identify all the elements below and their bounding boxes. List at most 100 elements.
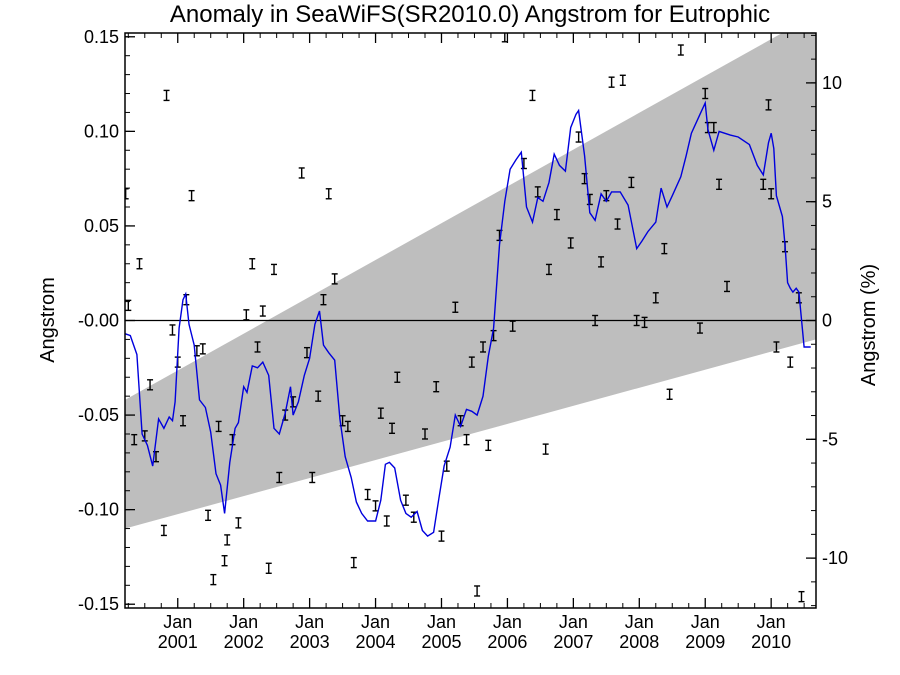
x-tick-year-7: 2008: [619, 632, 659, 652]
data-point-26: [259, 305, 266, 317]
x-tick-month-4: Jan: [427, 612, 456, 632]
data-point-91: [710, 121, 717, 134]
data-point-86: [666, 388, 673, 400]
x-tick-year-2: 2003: [290, 632, 330, 652]
data-point-60: [485, 439, 492, 452]
y-tick-label-1: 0.10: [84, 121, 119, 141]
data-point-3: [136, 258, 143, 270]
y-tick-label-2: 0.05: [84, 216, 119, 236]
y2-axis-label: Angstrom (%): [858, 264, 880, 386]
data-point-51: [433, 381, 440, 393]
data-point-8: [163, 89, 170, 102]
data-point-80: [619, 74, 626, 86]
data-point-57: [468, 356, 475, 368]
data-point-27: [265, 562, 272, 574]
data-point-40: [344, 420, 351, 433]
data-point-17: [210, 573, 217, 586]
data-point-76: [598, 256, 605, 268]
data-point-38: [331, 273, 338, 285]
y-tick-label-4: -0.05: [78, 405, 119, 425]
data-point-66: [529, 89, 536, 102]
plot-area: [125, 33, 816, 603]
smoothed-line: [125, 100, 811, 538]
x-tick-year-9: 2010: [751, 632, 791, 652]
data-point-34: [309, 471, 316, 484]
data-point-84: [652, 292, 659, 304]
x-tick-year-5: 2006: [487, 632, 527, 652]
data-point-48: [402, 494, 409, 506]
data-point-99: [787, 356, 794, 368]
y-tick-label-6: -0.15: [78, 594, 119, 614]
y2-tick-label-4: -10: [822, 548, 848, 568]
data-point-46: [389, 422, 396, 435]
data-point-9: [169, 324, 176, 336]
data-point-45: [383, 515, 390, 527]
data-point-88: [696, 322, 703, 334]
y-tick-label-5: -0.10: [78, 500, 119, 520]
data-point-78: [608, 76, 615, 88]
data-point-56: [463, 433, 470, 446]
data-point-85: [661, 242, 668, 255]
data-point-32: [298, 167, 305, 179]
y-tick-label-3: -0.00: [78, 311, 119, 331]
x-tick-month-7: Jan: [625, 612, 654, 632]
data-point-52: [438, 530, 445, 542]
data-point-24: [249, 258, 256, 270]
x-tick-month-5: Jan: [493, 612, 522, 632]
data-point-44: [377, 407, 384, 419]
data-point-23: [243, 309, 250, 321]
x-tick-month-3: Jan: [361, 612, 390, 632]
y-axis-label: Angstrom: [37, 277, 59, 363]
data-point-13: [188, 189, 195, 202]
data-point-7: [160, 524, 167, 537]
data-point-25: [254, 341, 261, 353]
data-point-97: [773, 341, 780, 353]
data-point-50: [422, 428, 429, 440]
data-point-81: [628, 176, 635, 189]
data-point-20: [224, 534, 231, 546]
data-point-22: [235, 517, 242, 529]
data-point-2: [131, 433, 138, 446]
data-point-59: [480, 341, 487, 353]
data-point-16: [205, 509, 212, 522]
data-point-101: [798, 590, 805, 603]
data-point-18: [215, 420, 222, 433]
data-point-75: [592, 314, 599, 327]
data-point-58: [474, 585, 481, 597]
x-tick-month-8: Jan: [691, 612, 720, 632]
data-point-47: [394, 371, 401, 383]
data-point-64: [509, 320, 516, 332]
data-point-42: [364, 488, 371, 501]
data-point-71: [567, 237, 574, 249]
data-point-72: [575, 131, 582, 143]
data-point-37: [325, 188, 332, 200]
data-point-11: [180, 415, 187, 427]
data-point-96: [768, 188, 775, 200]
data-point-53: [443, 460, 450, 472]
data-point-35: [315, 390, 322, 402]
data-point-89: [702, 87, 709, 100]
y-tick-label-0: 0.15: [84, 27, 119, 47]
data-point-69: [545, 263, 552, 276]
data-point-95: [765, 99, 772, 111]
data-point-15: [199, 343, 206, 355]
data-point-83: [641, 316, 648, 329]
x-tick-month-0: Jan: [163, 612, 192, 632]
y2-tick-label-1: 5: [822, 192, 832, 212]
data-point-79: [614, 218, 621, 230]
data-point-87: [677, 44, 684, 56]
data-points: [125, 33, 805, 603]
chart-title: Anomaly in SeaWiFS(SR2010.0) Angstrom fo…: [170, 1, 770, 28]
x-tick-month-2: Jan: [295, 612, 324, 632]
x-tick-month-1: Jan: [229, 612, 258, 632]
data-point-70: [553, 208, 560, 221]
y2-tick-label-3: -5: [822, 429, 838, 449]
data-point-94: [760, 178, 767, 191]
x-tick-year-3: 2004: [356, 632, 396, 652]
x-tick-month-6: Jan: [559, 612, 588, 632]
data-point-33: [303, 346, 310, 359]
data-point-92: [716, 178, 723, 191]
data-point-68: [542, 443, 549, 455]
data-point-5: [147, 379, 154, 391]
